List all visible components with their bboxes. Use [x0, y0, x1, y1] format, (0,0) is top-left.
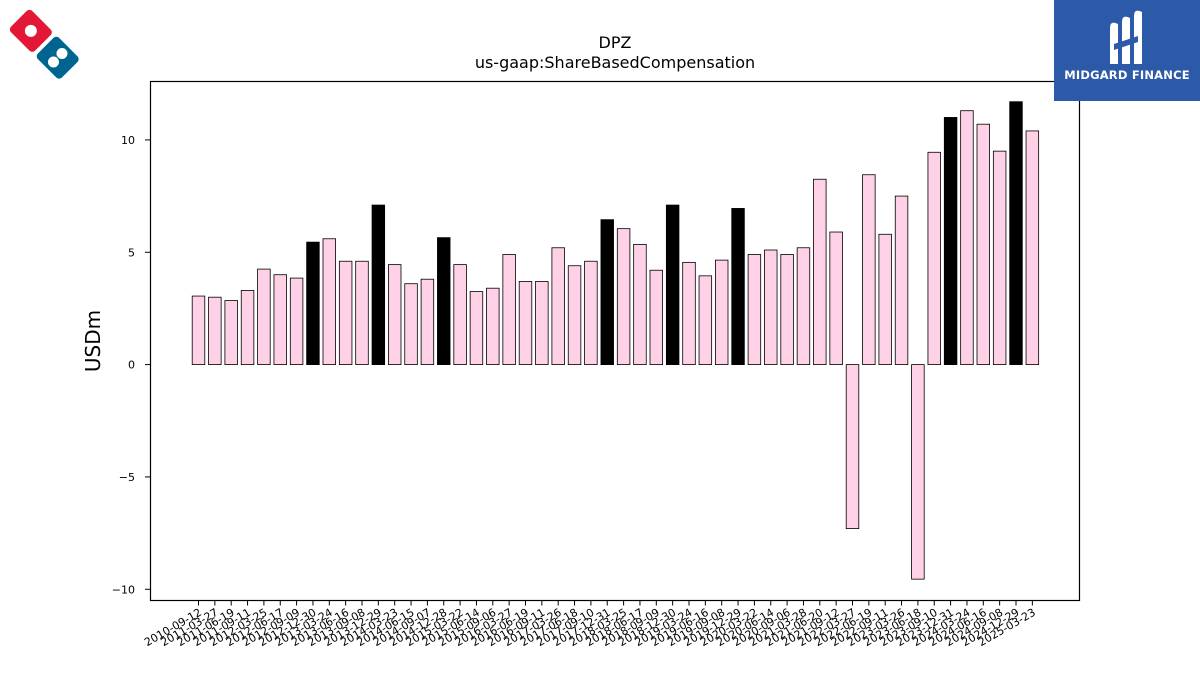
y-tick-label: −10 — [112, 583, 135, 596]
bar — [813, 178, 827, 365]
bar — [780, 254, 794, 365]
bar — [976, 123, 991, 365]
bar — [682, 261, 696, 365]
bar — [469, 291, 484, 365]
bar — [616, 228, 631, 365]
bar — [911, 364, 925, 580]
bar — [453, 264, 467, 365]
bar — [829, 231, 843, 365]
midgard-finance-wordmark: MIDGARD FINANCE — [1064, 68, 1190, 82]
bar — [437, 237, 451, 365]
y-axis-label: USDm — [81, 310, 105, 372]
bar — [960, 110, 974, 365]
bar — [845, 364, 860, 529]
chart-subtitle: us-gaap:ShareBasedCompensation — [475, 53, 755, 72]
bar — [191, 295, 206, 365]
bar — [387, 264, 402, 365]
bar — [715, 259, 729, 365]
bar — [240, 290, 255, 365]
bar — [567, 265, 582, 365]
bar — [1025, 130, 1040, 365]
bar — [862, 174, 876, 365]
x-axis: 2010-09-122011-03-272011-06-192011-09-11… — [142, 600, 1038, 649]
bar — [600, 219, 614, 365]
bar — [878, 233, 892, 365]
bar — [584, 260, 598, 365]
bar — [731, 208, 745, 365]
bar — [535, 281, 549, 365]
bar — [649, 269, 664, 365]
bar — [355, 260, 369, 365]
bar — [943, 117, 958, 365]
y-tick-label: 5 — [128, 246, 135, 259]
bar — [1009, 101, 1023, 365]
bar — [338, 260, 353, 365]
y-tick-label: 0 — [128, 359, 135, 372]
bar — [747, 254, 762, 365]
y-tick-label: −5 — [119, 471, 135, 484]
plot-frame — [149, 80, 1081, 602]
chart-title: DPZ — [599, 33, 632, 52]
bar — [322, 238, 337, 365]
bar — [665, 204, 680, 365]
bar — [224, 300, 238, 365]
y-tick-label: 10 — [121, 134, 135, 147]
bar — [992, 150, 1007, 365]
bars-group — [191, 101, 1040, 580]
y-axis: −10 −5 0 5 10 — [112, 134, 151, 596]
bar — [894, 195, 909, 365]
bar — [208, 296, 222, 365]
bar — [420, 278, 435, 365]
bar — [371, 204, 386, 365]
bar — [289, 277, 304, 365]
bar — [796, 247, 811, 365]
bar — [486, 287, 500, 365]
bar — [927, 151, 941, 365]
bar — [518, 281, 533, 365]
bar — [306, 241, 320, 365]
bar — [273, 274, 287, 365]
bar — [257, 268, 271, 365]
bar — [764, 249, 778, 365]
bar — [633, 243, 647, 365]
bar — [404, 283, 418, 365]
bar — [698, 275, 713, 365]
midgard-mark-icon — [1110, 10, 1142, 65]
bar — [551, 247, 565, 365]
dominos-logo — [6, 6, 84, 84]
bar — [502, 254, 516, 365]
midgard-finance-logo: MIDGARD FINANCE — [1054, 0, 1200, 101]
